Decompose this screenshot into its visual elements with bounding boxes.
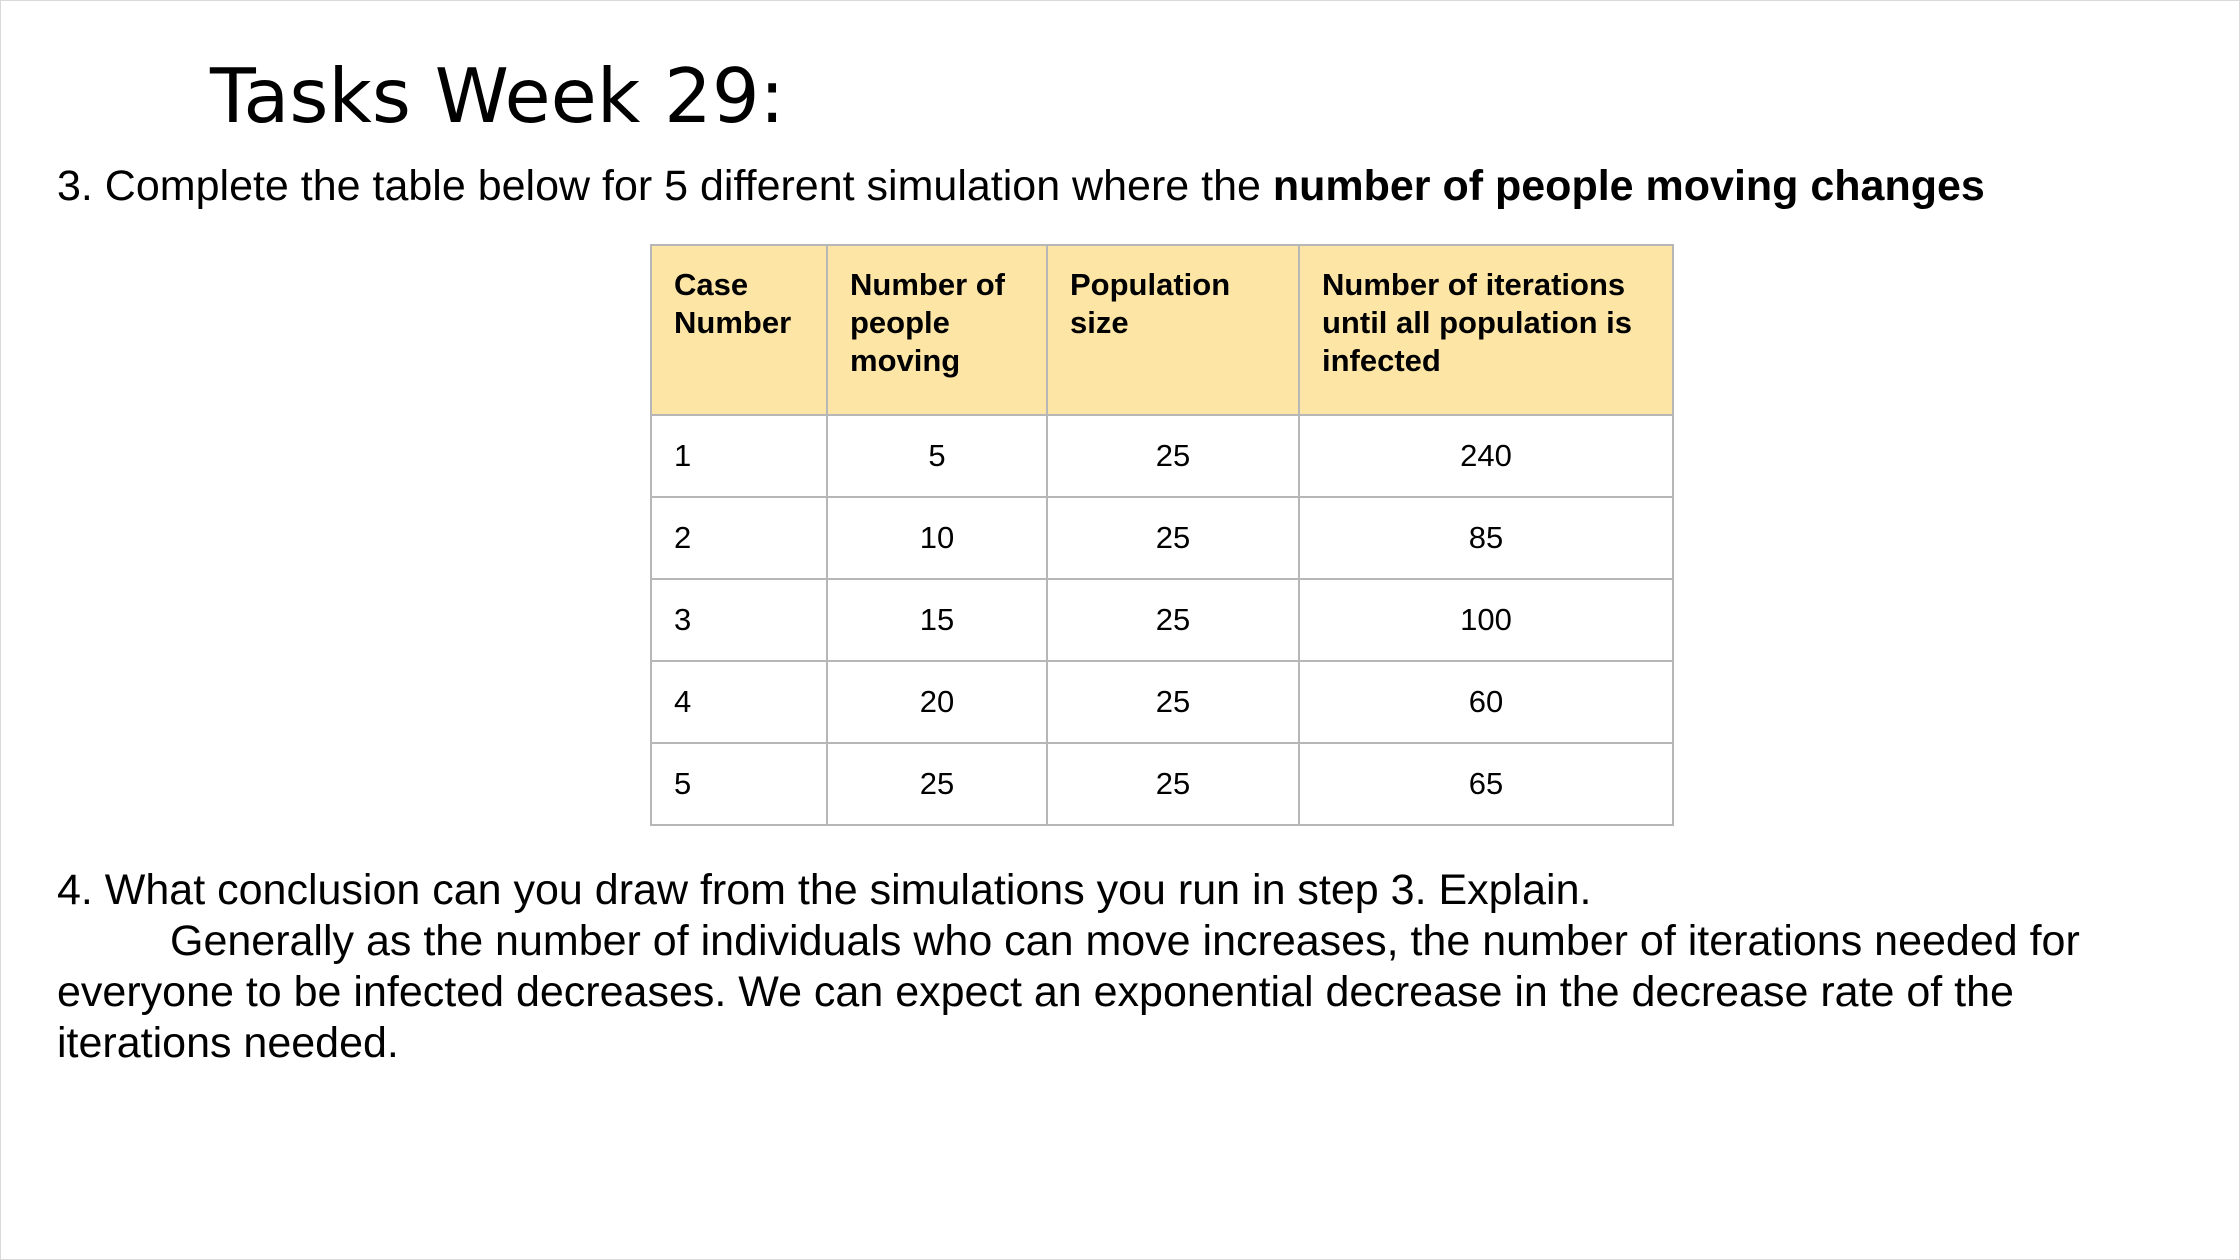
table-row: 3 15 25 100	[650, 578, 1674, 662]
cell-case-number: 4	[650, 660, 828, 744]
header-population-size: Population size	[1046, 244, 1300, 416]
table-row: 5 25 25 65	[650, 742, 1674, 826]
cell-population-size: 25	[1046, 742, 1300, 826]
cell-case-number: 1	[650, 414, 828, 498]
question-3-emphasis: number of people moving changes	[1272, 162, 1985, 210]
cell-people-moving: 5	[826, 414, 1048, 498]
cell-iterations: 240	[1298, 414, 1674, 498]
cell-iterations: 60	[1298, 660, 1674, 744]
table-header-row: Case Number Number of people moving Popu…	[650, 244, 1674, 416]
cell-iterations: 85	[1298, 496, 1674, 580]
cell-population-size: 25	[1046, 414, 1300, 498]
cell-case-number: 3	[650, 578, 828, 662]
cell-iterations: 65	[1298, 742, 1674, 826]
cell-population-size: 25	[1046, 578, 1300, 662]
results-table: Case Number Number of people moving Popu…	[650, 244, 1674, 826]
cell-people-moving: 20	[826, 660, 1048, 744]
question-4-answer: Generally as the number of individuals w…	[57, 917, 2080, 1067]
table-row: 4 20 25 60	[650, 660, 1674, 744]
question-3: 3. Complete the table below for 5 differ…	[57, 158, 1985, 214]
question-3-text: 3. Complete the table below for 5 differ…	[57, 162, 1273, 210]
cell-population-size: 25	[1046, 496, 1300, 580]
cell-case-number: 2	[650, 496, 828, 580]
table-row: 2 10 25 85	[650, 496, 1674, 580]
cell-people-moving: 10	[826, 496, 1048, 580]
question-4: 4. What conclusion can you draw from the…	[57, 865, 2197, 1069]
header-case-number: Case Number	[650, 244, 828, 416]
question-4-prompt: 4. What conclusion can you draw from the…	[57, 866, 1592, 914]
cell-case-number: 5	[650, 742, 828, 826]
cell-people-moving: 15	[826, 578, 1048, 662]
table-row: 1 5 25 240	[650, 414, 1674, 498]
header-people-moving: Number of people moving	[826, 244, 1048, 416]
cell-people-moving: 25	[826, 742, 1048, 826]
cell-iterations: 100	[1298, 578, 1674, 662]
cell-population-size: 25	[1046, 660, 1300, 744]
page-title: Tasks Week 29:	[210, 52, 785, 140]
header-iterations: Number of iterations until all populatio…	[1298, 244, 1674, 416]
